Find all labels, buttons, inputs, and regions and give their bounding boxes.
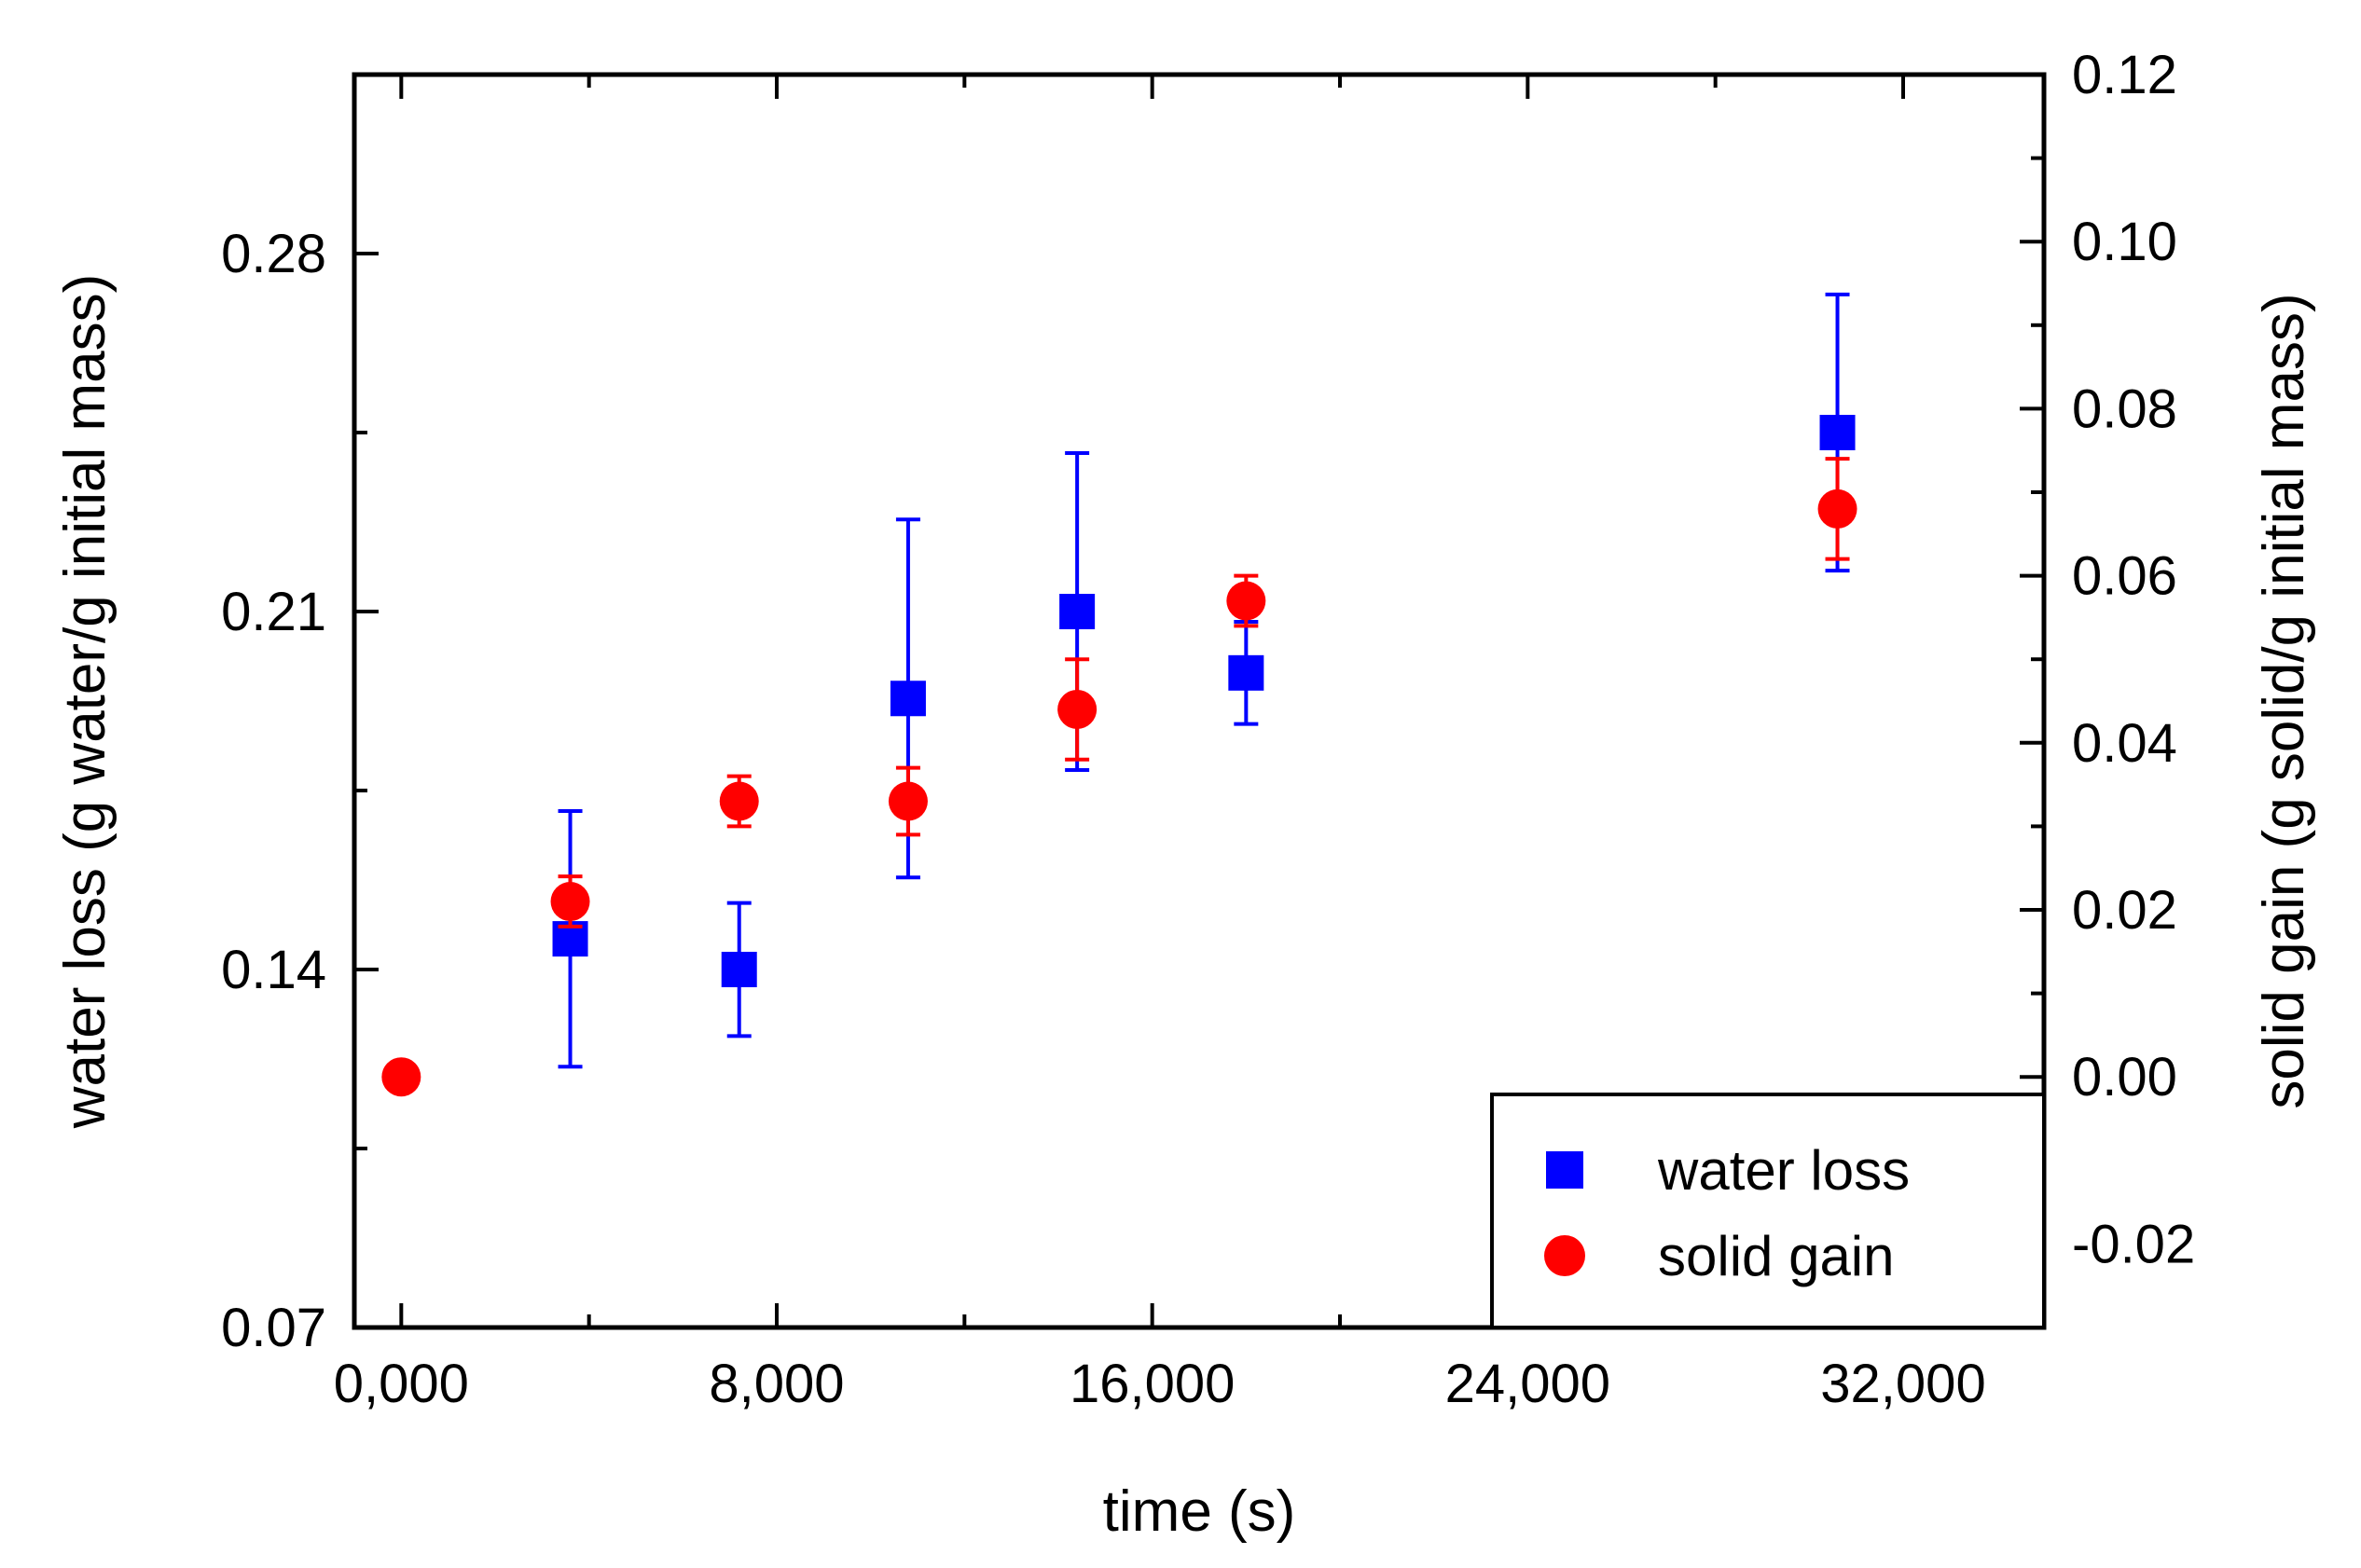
- solid-gain-point: [719, 781, 759, 821]
- y2-tick-label: 0.12: [2072, 45, 2177, 105]
- y2-tick-label: 0.00: [2072, 1047, 2177, 1107]
- y-tick-label: 0.14: [221, 940, 326, 1000]
- legend-box: [1490, 1093, 2046, 1329]
- x-tick-label: 32,000: [1820, 1354, 1985, 1414]
- solid-gain-point: [1057, 689, 1098, 729]
- y2-tick-label: 0.08: [2072, 378, 2177, 439]
- solid-gain-point: [1226, 581, 1266, 621]
- water-loss-point: [721, 952, 757, 987]
- y2-tick-label: -0.02: [2072, 1214, 2195, 1274]
- solid-gain-point: [550, 882, 590, 922]
- y2-tick-label: 0.10: [2072, 212, 2177, 272]
- solid-gain-point: [888, 781, 928, 821]
- y2-axis-title: solid gain (g solid/g initial mass): [2252, 293, 2316, 1108]
- y-tick-label: 0.21: [221, 582, 326, 642]
- x-tick-label: 0,000: [334, 1354, 469, 1414]
- y-axis-title: water loss (g water/g initial mass): [53, 274, 117, 1130]
- x-tick-label: 16,000: [1070, 1354, 1235, 1414]
- series-layer: [381, 292, 1857, 1097]
- legend-label-water-loss: water loss: [1657, 1139, 1910, 1202]
- solid-gain-point: [381, 1057, 421, 1097]
- plot-frame: [352, 72, 2047, 1330]
- legend-marker-solid-gain: [1544, 1235, 1585, 1276]
- y2-tick-label: 0.02: [2072, 880, 2177, 941]
- water-loss-point: [1059, 594, 1096, 629]
- solid-gain-point: [1817, 488, 1857, 529]
- water-loss-point: [1228, 654, 1264, 691]
- legend: water loss solid gain: [1490, 1093, 2046, 1329]
- legend-label-solid-gain: solid gain: [1658, 1225, 1895, 1287]
- y-axis-ticks: 0.07 0.14 0.21 0.28: [221, 73, 379, 1358]
- x-axis-title: time (s): [1103, 1479, 1296, 1544]
- y-tick-label: 0.28: [221, 224, 326, 284]
- x-tick-label: 8,000: [709, 1354, 844, 1414]
- x-tick-label: 24,000: [1445, 1354, 1610, 1414]
- y-tick-label: 0.07: [221, 1298, 326, 1358]
- x-axis-ticks: 0,000 8,000 16,000 24,000 32,000: [334, 75, 1986, 1414]
- y2-tick-label: 0.06: [2072, 546, 2177, 607]
- water-loss-point: [890, 681, 926, 717]
- y2-tick-label: 0.04: [2072, 713, 2177, 774]
- y2-axis-ticks: -0.02 0.00 0.02 0.04 0.06 0.08 0.10 0.12: [2020, 45, 2195, 1329]
- legend-marker-water-loss: [1546, 1151, 1583, 1189]
- water-loss-point: [1819, 415, 1856, 450]
